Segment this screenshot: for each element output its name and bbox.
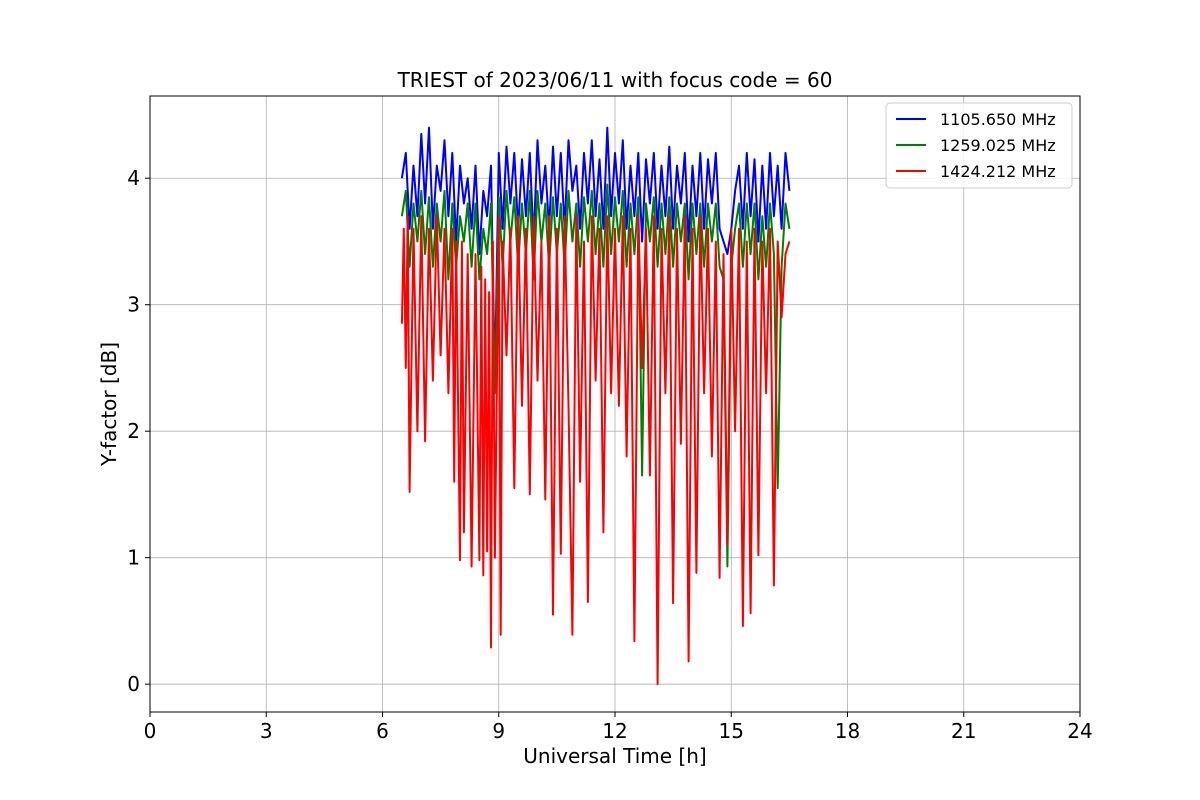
x-tick-label: 15 <box>719 719 744 743</box>
x-tick-label: 3 <box>260 719 273 743</box>
x-tick-label: 18 <box>835 719 860 743</box>
legend: 1105.650 MHz 1259.025 MHz 1424.212 MHz <box>885 102 1073 189</box>
x-tick-label: 21 <box>951 719 976 743</box>
x-tick-label: 12 <box>602 719 627 743</box>
legend-label-1259: 1259.025 MHz <box>940 136 1056 155</box>
y-tick-label: 1 <box>127 546 140 570</box>
series-line-2 <box>400 215 791 686</box>
x-tick-label: 6 <box>376 719 389 743</box>
x-tick-label: 0 <box>144 719 157 743</box>
x-tick-label: 24 <box>1067 719 1092 743</box>
y-tick-label: 4 <box>127 166 140 190</box>
x-tick-label: 9 <box>492 719 505 743</box>
y-tick-label: 3 <box>127 293 140 317</box>
series-line-0 <box>400 126 791 382</box>
x-axis-label: Universal Time [h] <box>523 744 706 768</box>
legend-label-1424: 1424.212 MHz <box>940 162 1056 181</box>
legend-box <box>885 102 1073 189</box>
legend-label-1105: 1105.650 MHz <box>940 110 1056 129</box>
series-layer <box>400 126 791 686</box>
y-tick-label: 0 <box>127 672 140 696</box>
chart-title: TRIEST of 2023/06/11 with focus code = 6… <box>397 68 833 92</box>
y-axis-label: Y-factor [dB] <box>97 342 121 467</box>
y-tick-label: 2 <box>127 419 140 443</box>
